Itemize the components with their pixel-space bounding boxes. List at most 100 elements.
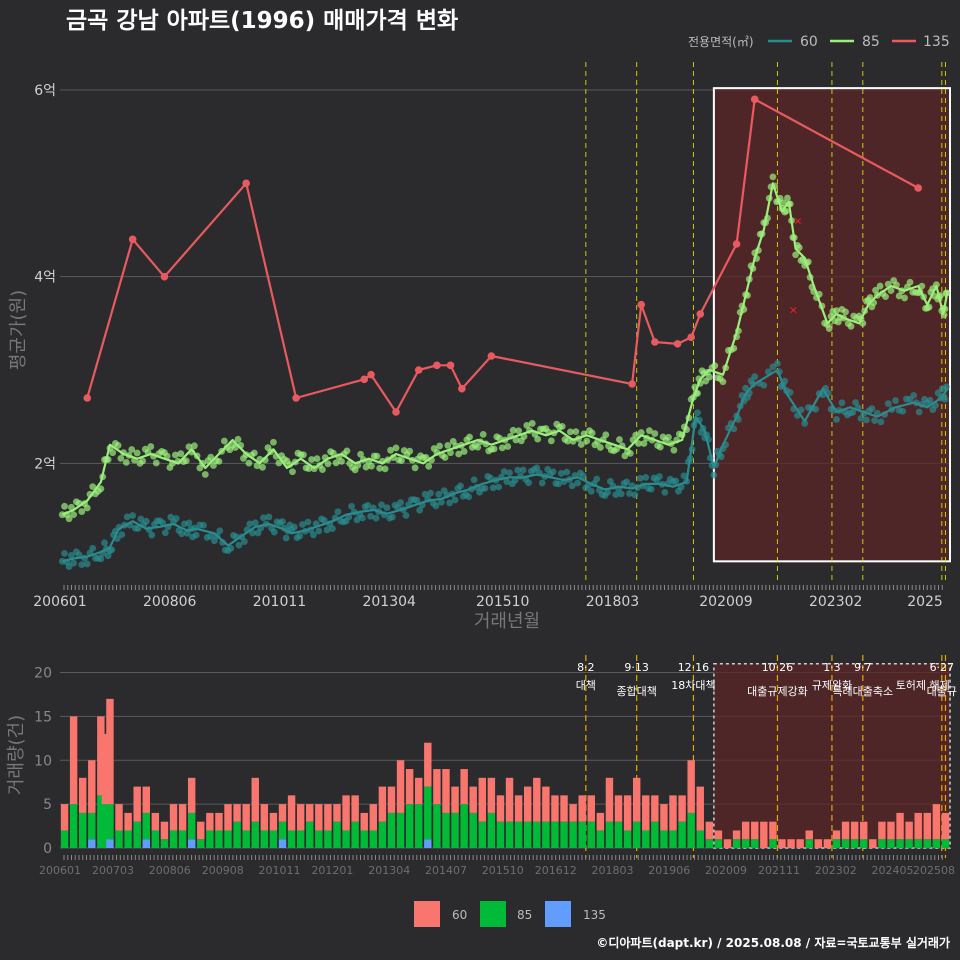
price-point-60 xyxy=(774,360,781,367)
volume-bar-60 xyxy=(632,777,641,822)
price-point-85 xyxy=(275,459,283,467)
price-point-85 xyxy=(509,426,517,434)
volume-bar-85 xyxy=(732,839,741,848)
price-point-60 xyxy=(67,552,75,559)
volume-bar-85 xyxy=(151,830,160,848)
volume-bar-85 xyxy=(433,804,441,848)
price-point-60 xyxy=(451,496,459,504)
volume-bar-85 xyxy=(878,839,886,848)
price-point-85 xyxy=(496,434,503,442)
price-point-60 xyxy=(617,490,625,498)
volume-bar-60 xyxy=(732,830,741,840)
price-point-85 xyxy=(564,437,572,445)
volume-bar-60 xyxy=(306,804,314,822)
volume-bar-60 xyxy=(378,786,387,822)
volume-bar-60 xyxy=(115,804,123,831)
price-point-85 xyxy=(182,457,190,465)
price-point-85 xyxy=(343,447,351,455)
price-point-85 xyxy=(504,443,512,450)
price-point-85 xyxy=(635,440,642,447)
volume-bar-85 xyxy=(324,830,332,848)
volume-bar-85 xyxy=(215,830,223,848)
volume-bar-60 xyxy=(669,795,677,831)
price-point-60 xyxy=(279,518,286,526)
price-x-tick-label: 2025 xyxy=(907,594,943,610)
volume-bar-60 xyxy=(178,804,187,831)
price-point-85 xyxy=(114,442,122,449)
policy-annotation-date: 12·16 xyxy=(678,661,710,674)
volume-bar-60 xyxy=(796,839,804,848)
price-point-135 xyxy=(292,394,300,402)
volume-bar-60 xyxy=(415,777,423,805)
volume-bar-60 xyxy=(651,795,659,822)
volume-bar-60 xyxy=(696,786,704,831)
volume-bar-85 xyxy=(160,839,169,848)
price-point-85 xyxy=(651,430,659,437)
price-point-60 xyxy=(421,490,429,498)
price-point-60 xyxy=(514,466,522,474)
price-point-60 xyxy=(315,527,323,535)
volume-bar-60 xyxy=(787,839,795,848)
volume-bar-85 xyxy=(88,812,96,840)
price-point-60 xyxy=(413,496,421,504)
price-point-60 xyxy=(249,529,256,537)
price-point-85 xyxy=(220,437,228,445)
volume-bar-85 xyxy=(387,812,396,848)
price-point-60 xyxy=(489,484,497,492)
legend-box-label-60: 60 xyxy=(452,908,467,922)
price-point-60 xyxy=(934,389,942,397)
price-point-60 xyxy=(235,541,243,549)
volume-bar-60 xyxy=(823,839,832,848)
volume-x-tick-label: 201612 xyxy=(535,864,577,877)
price-point-135 xyxy=(83,394,92,402)
volume-bar-60 xyxy=(433,769,441,805)
price-point-60 xyxy=(636,474,644,482)
volume-bar-85 xyxy=(841,839,850,848)
price-x-tick-label: 201803 xyxy=(586,594,639,610)
price-point-135 xyxy=(160,272,169,281)
price-point-60 xyxy=(388,513,396,521)
volume-bar-60 xyxy=(287,795,296,831)
price-point-85 xyxy=(133,449,141,457)
price-point-60 xyxy=(555,480,562,488)
volume-bar-60 xyxy=(850,821,859,840)
price-point-85 xyxy=(588,429,596,437)
volume-y-tick-label: 0 xyxy=(43,841,52,857)
price-point-60 xyxy=(557,469,565,477)
price-point-85 xyxy=(398,457,405,465)
volume-bar-85 xyxy=(678,821,686,848)
volume-bar-85 xyxy=(469,812,477,848)
volume-bar-60 xyxy=(814,839,823,848)
price-point-60 xyxy=(574,479,582,487)
price-point-85 xyxy=(381,465,389,473)
policy-annotation-text: 18차대책 xyxy=(671,679,715,692)
price-point-85 xyxy=(191,442,198,450)
volume-chart: 0 5 10 15 20 200601 200703 200806 200908 201011 20… xyxy=(34,655,957,877)
volume-bar-60 xyxy=(832,830,841,840)
volume-bar-60 xyxy=(296,804,305,831)
price-chart: 2억 4억 6억 200601 200806 201011 201304 201510 2018… xyxy=(33,62,952,610)
volume-bar-60 xyxy=(660,804,668,831)
volume-bar-60 xyxy=(705,821,714,840)
policy-annotation-date: 9·7 xyxy=(854,661,872,674)
price-point-60 xyxy=(760,381,768,389)
volume-bar-85 xyxy=(197,839,205,848)
price-point-85 xyxy=(670,446,678,454)
price-point-60 xyxy=(101,539,108,547)
price-line-60 xyxy=(62,368,949,563)
price-y-tick-label: 4억 xyxy=(34,270,56,286)
volume-bar-60 xyxy=(106,698,114,805)
volume-bar-60 xyxy=(351,795,359,822)
volume-bar-85 xyxy=(206,830,214,848)
volume-bar-60 xyxy=(887,821,895,840)
price-point-60 xyxy=(500,468,508,475)
policy-annotation-date: 10·26 xyxy=(762,661,794,674)
price-point-60 xyxy=(495,483,503,491)
price-point-60 xyxy=(587,487,595,495)
volume-bar-85 xyxy=(424,786,432,840)
price-point-85 xyxy=(906,278,914,286)
price-point-60 xyxy=(533,464,541,472)
volume-bar-85 xyxy=(101,804,110,848)
price-point-60 xyxy=(655,473,663,480)
price-point-85 xyxy=(373,452,381,460)
